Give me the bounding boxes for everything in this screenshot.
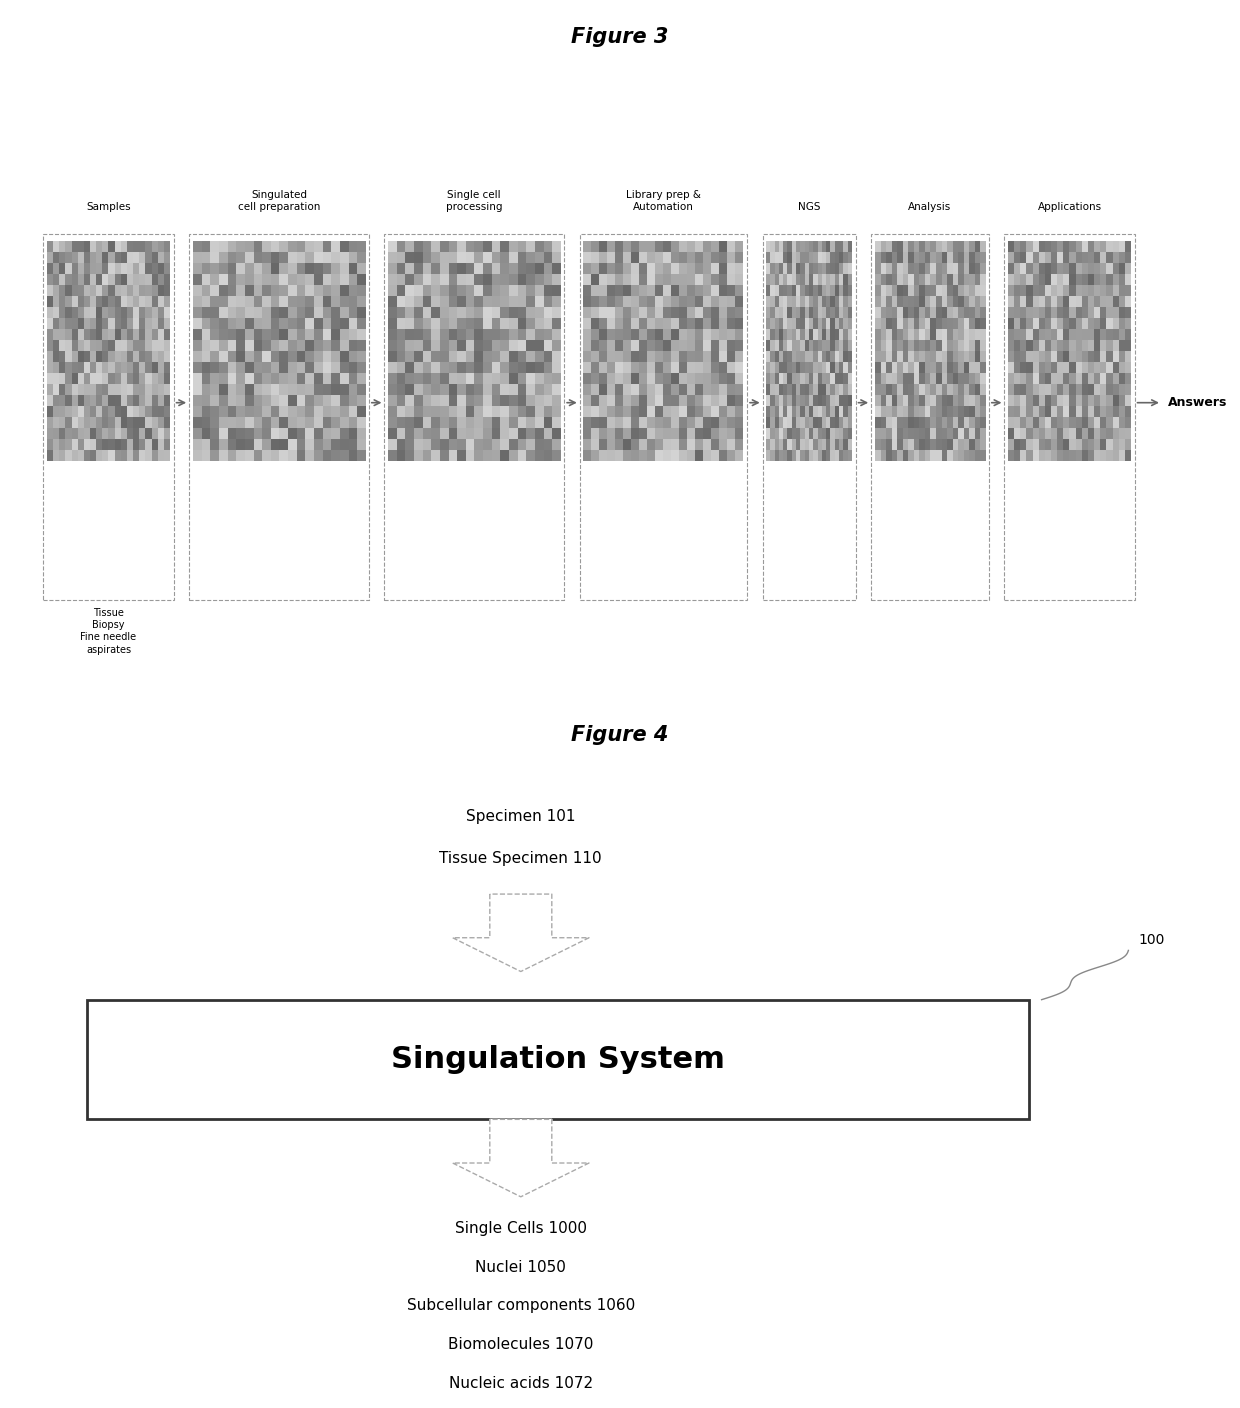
Bar <box>763 234 856 600</box>
Text: Answers: Answers <box>1168 396 1228 410</box>
Bar <box>87 1000 1029 1119</box>
Text: 100: 100 <box>1138 934 1164 948</box>
Text: Tissue
Biopsy
Fine needle
aspirates: Tissue Biopsy Fine needle aspirates <box>81 608 136 655</box>
Polygon shape <box>453 894 589 972</box>
Text: Biomolecules 1070: Biomolecules 1070 <box>448 1338 594 1352</box>
Text: Singulated
cell preparation: Singulated cell preparation <box>238 190 320 213</box>
Bar <box>190 234 370 600</box>
Text: Singulation System: Singulation System <box>391 1045 725 1074</box>
Text: Nuclei 1050: Nuclei 1050 <box>475 1260 567 1274</box>
Text: Tissue Specimen 110: Tissue Specimen 110 <box>439 852 603 866</box>
Bar <box>870 234 990 600</box>
Text: Library prep &
Automation: Library prep & Automation <box>626 190 701 213</box>
Text: Samples: Samples <box>87 203 130 213</box>
Text: Nucleic acids 1072: Nucleic acids 1072 <box>449 1376 593 1391</box>
Bar <box>1004 234 1135 600</box>
Text: Specimen 101: Specimen 101 <box>466 810 575 824</box>
Text: Applications: Applications <box>1038 203 1101 213</box>
Polygon shape <box>453 1119 589 1197</box>
Text: Single Cells 1000: Single Cells 1000 <box>455 1221 587 1236</box>
Text: Subcellular components 1060: Subcellular components 1060 <box>407 1298 635 1314</box>
Text: Figure 3: Figure 3 <box>572 27 668 46</box>
Bar <box>43 234 174 600</box>
Bar <box>384 234 564 600</box>
Text: Figure 4: Figure 4 <box>572 725 668 745</box>
Text: Single cell
processing: Single cell processing <box>446 190 502 213</box>
Bar <box>580 234 746 600</box>
Text: Analysis: Analysis <box>909 203 951 213</box>
Text: NGS: NGS <box>797 203 821 213</box>
